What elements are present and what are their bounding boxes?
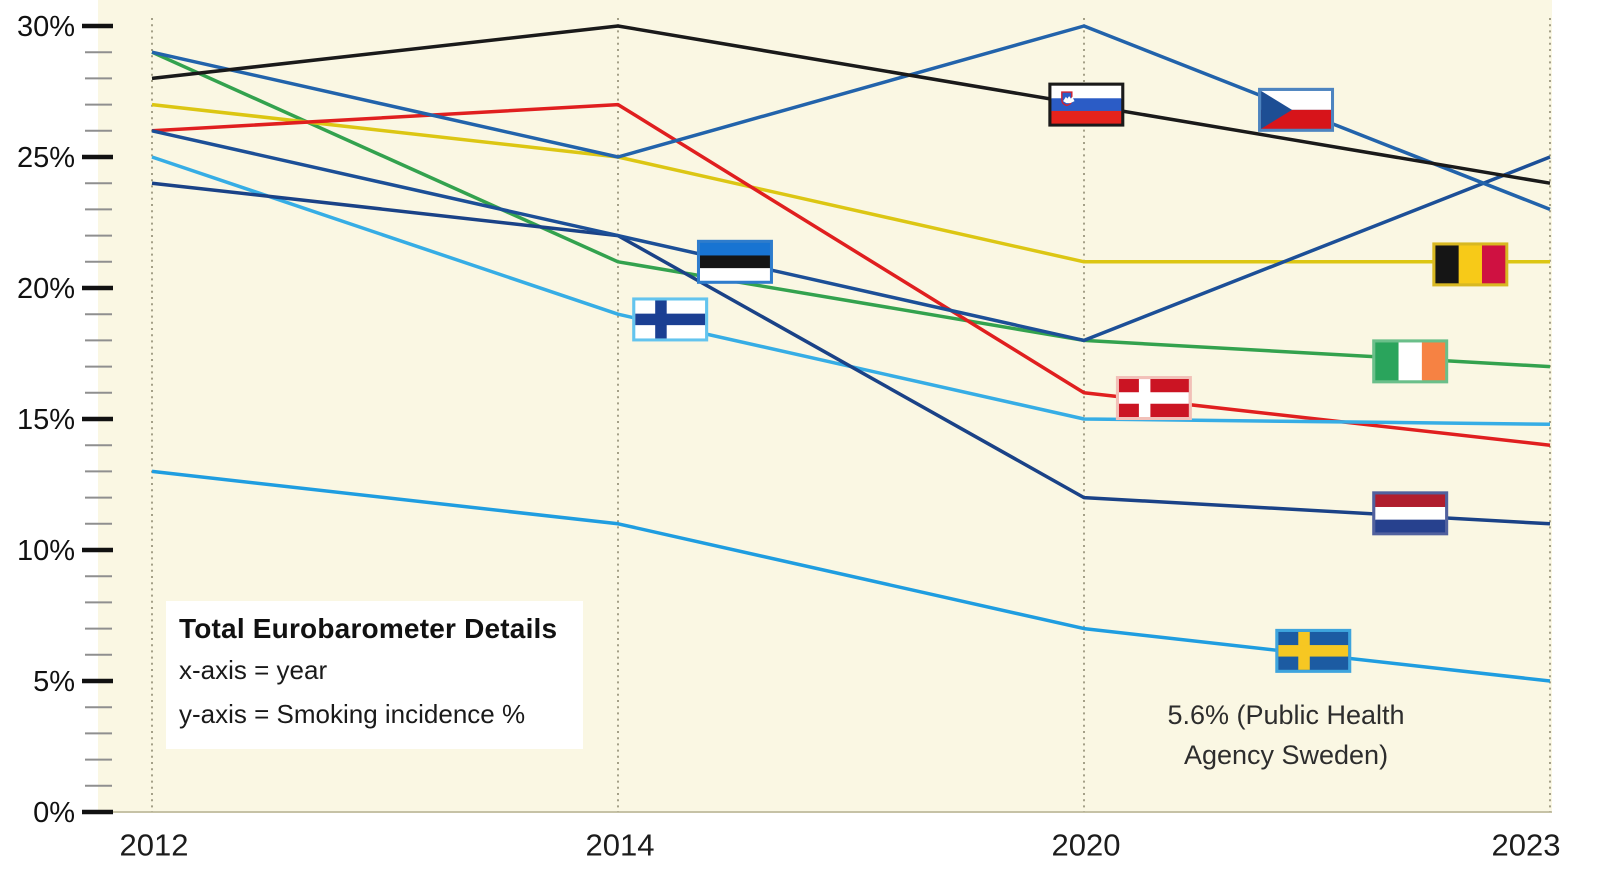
y-tick-label: 25%: [17, 142, 75, 174]
x-tick-label: 2023: [1492, 828, 1561, 863]
y-tick-label: 20%: [17, 273, 75, 305]
y-tick-label: 30%: [17, 11, 75, 43]
flag-estonia-icon: [699, 242, 770, 281]
line-netherlands: [151, 181, 1551, 526]
chart-title: Total Eurobarometer Details: [179, 613, 558, 644]
line-ireland: [151, 50, 1551, 369]
line-belgium: [151, 102, 1550, 264]
x-tick-label: 2014: [586, 828, 655, 863]
flag-denmark-icon: [1118, 379, 1189, 418]
y-axis-description: y-axis = Smoking incidence %: [179, 699, 526, 729]
line-denmark: [151, 102, 1551, 447]
line-estonia: [151, 129, 1551, 343]
flag-slovenia-icon: [1051, 85, 1122, 124]
y-tick-label: 5%: [33, 666, 75, 698]
flag-belgium-icon: [1435, 245, 1506, 284]
line-finland: [151, 155, 1551, 426]
flag-czechia-icon: [1261, 90, 1332, 129]
flag-finland-icon: [635, 300, 706, 339]
flag-sweden-icon: [1278, 631, 1349, 670]
y-tick-label: 0%: [33, 797, 75, 829]
flag-ireland-icon: [1375, 342, 1446, 381]
sweden-annotation-line1: 5.6% (Public Health: [1167, 700, 1405, 730]
y-tick-label: 10%: [17, 535, 75, 567]
sweden-annotation: 5.6% (Public Health Agency Sweden): [1167, 695, 1404, 775]
chart-info-box: Total Eurobarometer Details x-axis = yea…: [166, 601, 584, 749]
x-tick-label: 2012: [120, 828, 189, 863]
sweden-annotation-line2: Agency Sweden): [1183, 740, 1389, 770]
y-tick-label: 15%: [17, 404, 75, 436]
x-tick-label: 2020: [1052, 828, 1121, 863]
x-axis-description: x-axis = year: [179, 655, 328, 685]
line-slovenia: [151, 24, 1551, 185]
flag-netherlands-icon: [1375, 494, 1446, 533]
